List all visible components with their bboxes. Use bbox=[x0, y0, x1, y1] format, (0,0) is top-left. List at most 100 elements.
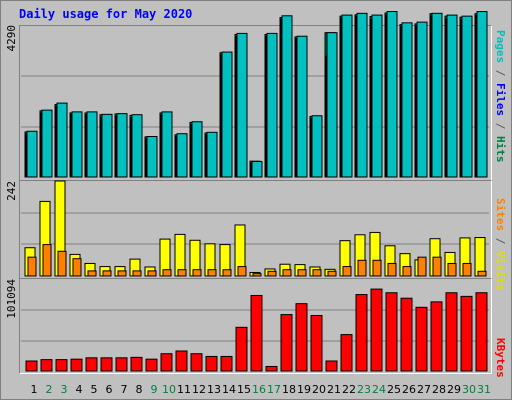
sites-bar bbox=[207, 269, 217, 277]
x-tick-label: 19 bbox=[297, 383, 311, 396]
kbytes-legend: KBytes bbox=[494, 338, 507, 378]
x-tick-label: 21 bbox=[327, 383, 341, 396]
kbytes-bar bbox=[25, 360, 38, 372]
kbytes-bar bbox=[220, 355, 233, 372]
x-tick-label: 15 bbox=[237, 383, 251, 396]
sites-bar bbox=[192, 269, 202, 277]
legend-files: Files bbox=[494, 83, 507, 117]
sites-bar bbox=[342, 266, 352, 277]
legend-sep-3: / bbox=[494, 231, 507, 251]
pages-bar bbox=[101, 113, 113, 178]
pages-bar bbox=[476, 11, 488, 178]
kbytes-bar bbox=[355, 294, 368, 372]
kbytes-bar bbox=[295, 303, 308, 372]
x-tick-label: 3 bbox=[61, 383, 68, 396]
pages-bar bbox=[131, 114, 143, 178]
kbytes-bar bbox=[175, 350, 188, 372]
visits-legend: Sites / Visits bbox=[494, 198, 507, 291]
x-tick-label: 17 bbox=[267, 383, 281, 396]
x-tick-label: 29 bbox=[447, 383, 461, 396]
pages-bar bbox=[461, 15, 473, 178]
pages-bar bbox=[311, 115, 323, 178]
x-tick-label: 6 bbox=[106, 383, 113, 396]
kbytes-bar bbox=[70, 358, 83, 372]
sites-bar bbox=[357, 259, 367, 277]
x-tick-label: 7 bbox=[121, 383, 128, 396]
sites-bar bbox=[417, 256, 427, 277]
kbytes-bar bbox=[235, 326, 248, 372]
pages-bar bbox=[236, 32, 248, 178]
pages-bar bbox=[296, 35, 308, 178]
x-tick-label: 23 bbox=[357, 383, 371, 396]
x-tick-label: 8 bbox=[136, 383, 143, 396]
hits-panel bbox=[19, 25, 492, 181]
pages-bar bbox=[416, 21, 428, 178]
sites-bar bbox=[297, 269, 307, 277]
sites-bar bbox=[477, 270, 487, 277]
kbytes-bar bbox=[310, 314, 323, 372]
kbytes-bar bbox=[280, 314, 293, 372]
pages-bar bbox=[371, 14, 383, 178]
legend-hits: Hits bbox=[494, 136, 507, 163]
kbytes-bar bbox=[130, 356, 143, 372]
x-tick-label: 24 bbox=[372, 383, 386, 396]
kbytes-bar bbox=[85, 357, 98, 372]
kbytes-bar bbox=[460, 295, 473, 372]
pages-bar bbox=[251, 161, 263, 178]
pages-bar bbox=[386, 11, 398, 178]
kbytes-bar bbox=[400, 297, 413, 372]
legend-sep-1: / bbox=[494, 63, 507, 83]
kbytes-bar bbox=[265, 365, 278, 372]
x-tick-label: 26 bbox=[402, 383, 416, 396]
kbytes-bar bbox=[250, 294, 263, 372]
x-tick-label: 10 bbox=[162, 383, 176, 396]
hits-legend: Pages / Files / Hits bbox=[494, 30, 507, 163]
kbytes-bar bbox=[115, 357, 128, 372]
x-tick-label: 18 bbox=[282, 383, 296, 396]
sites-bar bbox=[267, 270, 277, 277]
pages-bar bbox=[341, 14, 353, 178]
sites-bar bbox=[282, 269, 292, 277]
x-tick-label: 22 bbox=[342, 383, 356, 396]
kbytes-bar bbox=[325, 360, 338, 372]
kbytes-bar bbox=[40, 359, 53, 372]
kbytes-bar bbox=[430, 301, 443, 372]
kbytes-bar bbox=[340, 334, 353, 372]
x-tick-label: 12 bbox=[192, 383, 206, 396]
pages-bar bbox=[221, 51, 233, 178]
sites-bar bbox=[252, 273, 262, 277]
pages-bar bbox=[356, 12, 368, 178]
visits-bar bbox=[474, 237, 486, 277]
pages-bar bbox=[191, 121, 203, 178]
sites-bar bbox=[237, 266, 247, 277]
pages-bar bbox=[401, 22, 413, 178]
x-tick-label: 16 bbox=[252, 383, 266, 396]
x-tick-label: 28 bbox=[432, 383, 446, 396]
kbytes-bar bbox=[205, 355, 218, 372]
sites-bar bbox=[57, 250, 67, 277]
kbytes-bar bbox=[100, 357, 113, 372]
x-tick-label: 14 bbox=[222, 383, 236, 396]
sites-bar bbox=[42, 244, 52, 277]
sites-bar bbox=[27, 256, 37, 277]
sites-bar bbox=[312, 269, 322, 277]
sites-bar bbox=[72, 258, 82, 277]
kbytes-bar bbox=[445, 292, 458, 372]
kbytes-bar bbox=[190, 353, 203, 372]
pages-bar bbox=[206, 131, 218, 178]
x-tick-label: 1 bbox=[31, 383, 38, 396]
x-tick-label: 31 bbox=[477, 383, 491, 396]
chart-title: Daily usage for May 2020 bbox=[19, 7, 193, 21]
kbytes-bar bbox=[160, 353, 173, 372]
legend-pages: Pages bbox=[494, 30, 507, 64]
legend-sites: Sites bbox=[494, 198, 507, 232]
x-tick-label: 13 bbox=[207, 383, 221, 396]
x-tick-label: 20 bbox=[312, 383, 326, 396]
sites-bar bbox=[432, 256, 442, 277]
x-tick-label: 11 bbox=[177, 383, 191, 396]
sites-bar bbox=[447, 262, 457, 277]
pages-bar bbox=[431, 12, 443, 178]
pages-bar bbox=[116, 113, 128, 178]
sites-bar bbox=[147, 270, 157, 277]
x-tick-label: 5 bbox=[91, 383, 98, 396]
